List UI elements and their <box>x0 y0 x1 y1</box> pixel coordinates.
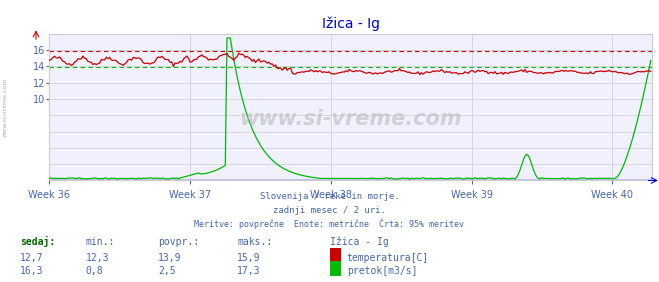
Text: temperatura[C]: temperatura[C] <box>347 253 429 263</box>
Text: 15,9: 15,9 <box>237 253 261 263</box>
Text: 16,3: 16,3 <box>20 266 43 276</box>
Text: maks.:: maks.: <box>237 237 272 247</box>
Text: povpr.:: povpr.: <box>158 237 199 247</box>
Text: 17,3: 17,3 <box>237 266 261 276</box>
Text: sedaj:: sedaj: <box>20 236 55 247</box>
Text: 12,7: 12,7 <box>20 253 43 263</box>
Text: 13,9: 13,9 <box>158 253 182 263</box>
Text: 0,8: 0,8 <box>86 266 103 276</box>
Text: www.si-vreme.com: www.si-vreme.com <box>3 78 8 137</box>
Text: Slovenija / reke in morje.: Slovenija / reke in morje. <box>260 192 399 201</box>
Text: zadnji mesec / 2 uri.: zadnji mesec / 2 uri. <box>273 206 386 215</box>
Text: Meritve: povprečne  Enote: metrične  Črta: 95% meritev: Meritve: povprečne Enote: metrične Črta:… <box>194 219 465 229</box>
Text: 12,3: 12,3 <box>86 253 109 263</box>
Text: Ižica - Ig: Ižica - Ig <box>330 237 388 247</box>
Text: min.:: min.: <box>86 237 115 247</box>
Title: Ižica - Ig: Ižica - Ig <box>322 17 380 31</box>
Text: pretok[m3/s]: pretok[m3/s] <box>347 266 417 276</box>
Text: 2,5: 2,5 <box>158 266 176 276</box>
Text: www.si-vreme.com: www.si-vreme.com <box>240 109 462 129</box>
